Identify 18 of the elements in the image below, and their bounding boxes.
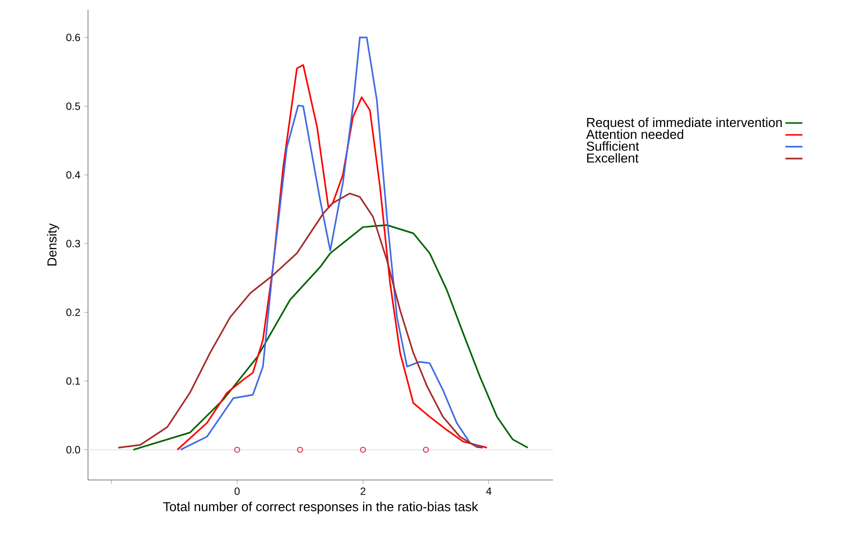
x-axis-title: Total number of correct responses in the ratio-bias task bbox=[163, 502, 478, 514]
line-series bbox=[132, 224, 529, 451]
y-tick-label: 0.0 bbox=[66, 446, 80, 454]
y-tick-label: 0.5 bbox=[66, 102, 80, 110]
x-tick-label: 0 bbox=[234, 488, 240, 495]
line-series bbox=[117, 192, 484, 448]
x-tick-label: 4 bbox=[486, 488, 492, 495]
y-axis-title: Density bbox=[47, 223, 60, 266]
text: Sufficient bbox=[586, 141, 640, 151]
y-tick-label: 0.2 bbox=[66, 308, 80, 316]
y-tick-label: 0.6 bbox=[66, 34, 80, 42]
x-tick-label: 2 bbox=[360, 488, 366, 495]
y-tick-label: 0.1 bbox=[66, 377, 80, 385]
y-tick-label: 0.3 bbox=[66, 240, 80, 248]
text: Attention needed bbox=[586, 129, 684, 139]
legend-label: Request of immediate intervention bbox=[587, 118, 782, 130]
y-tick-label: 0.4 bbox=[66, 171, 80, 179]
text: Excellent bbox=[587, 153, 639, 163]
